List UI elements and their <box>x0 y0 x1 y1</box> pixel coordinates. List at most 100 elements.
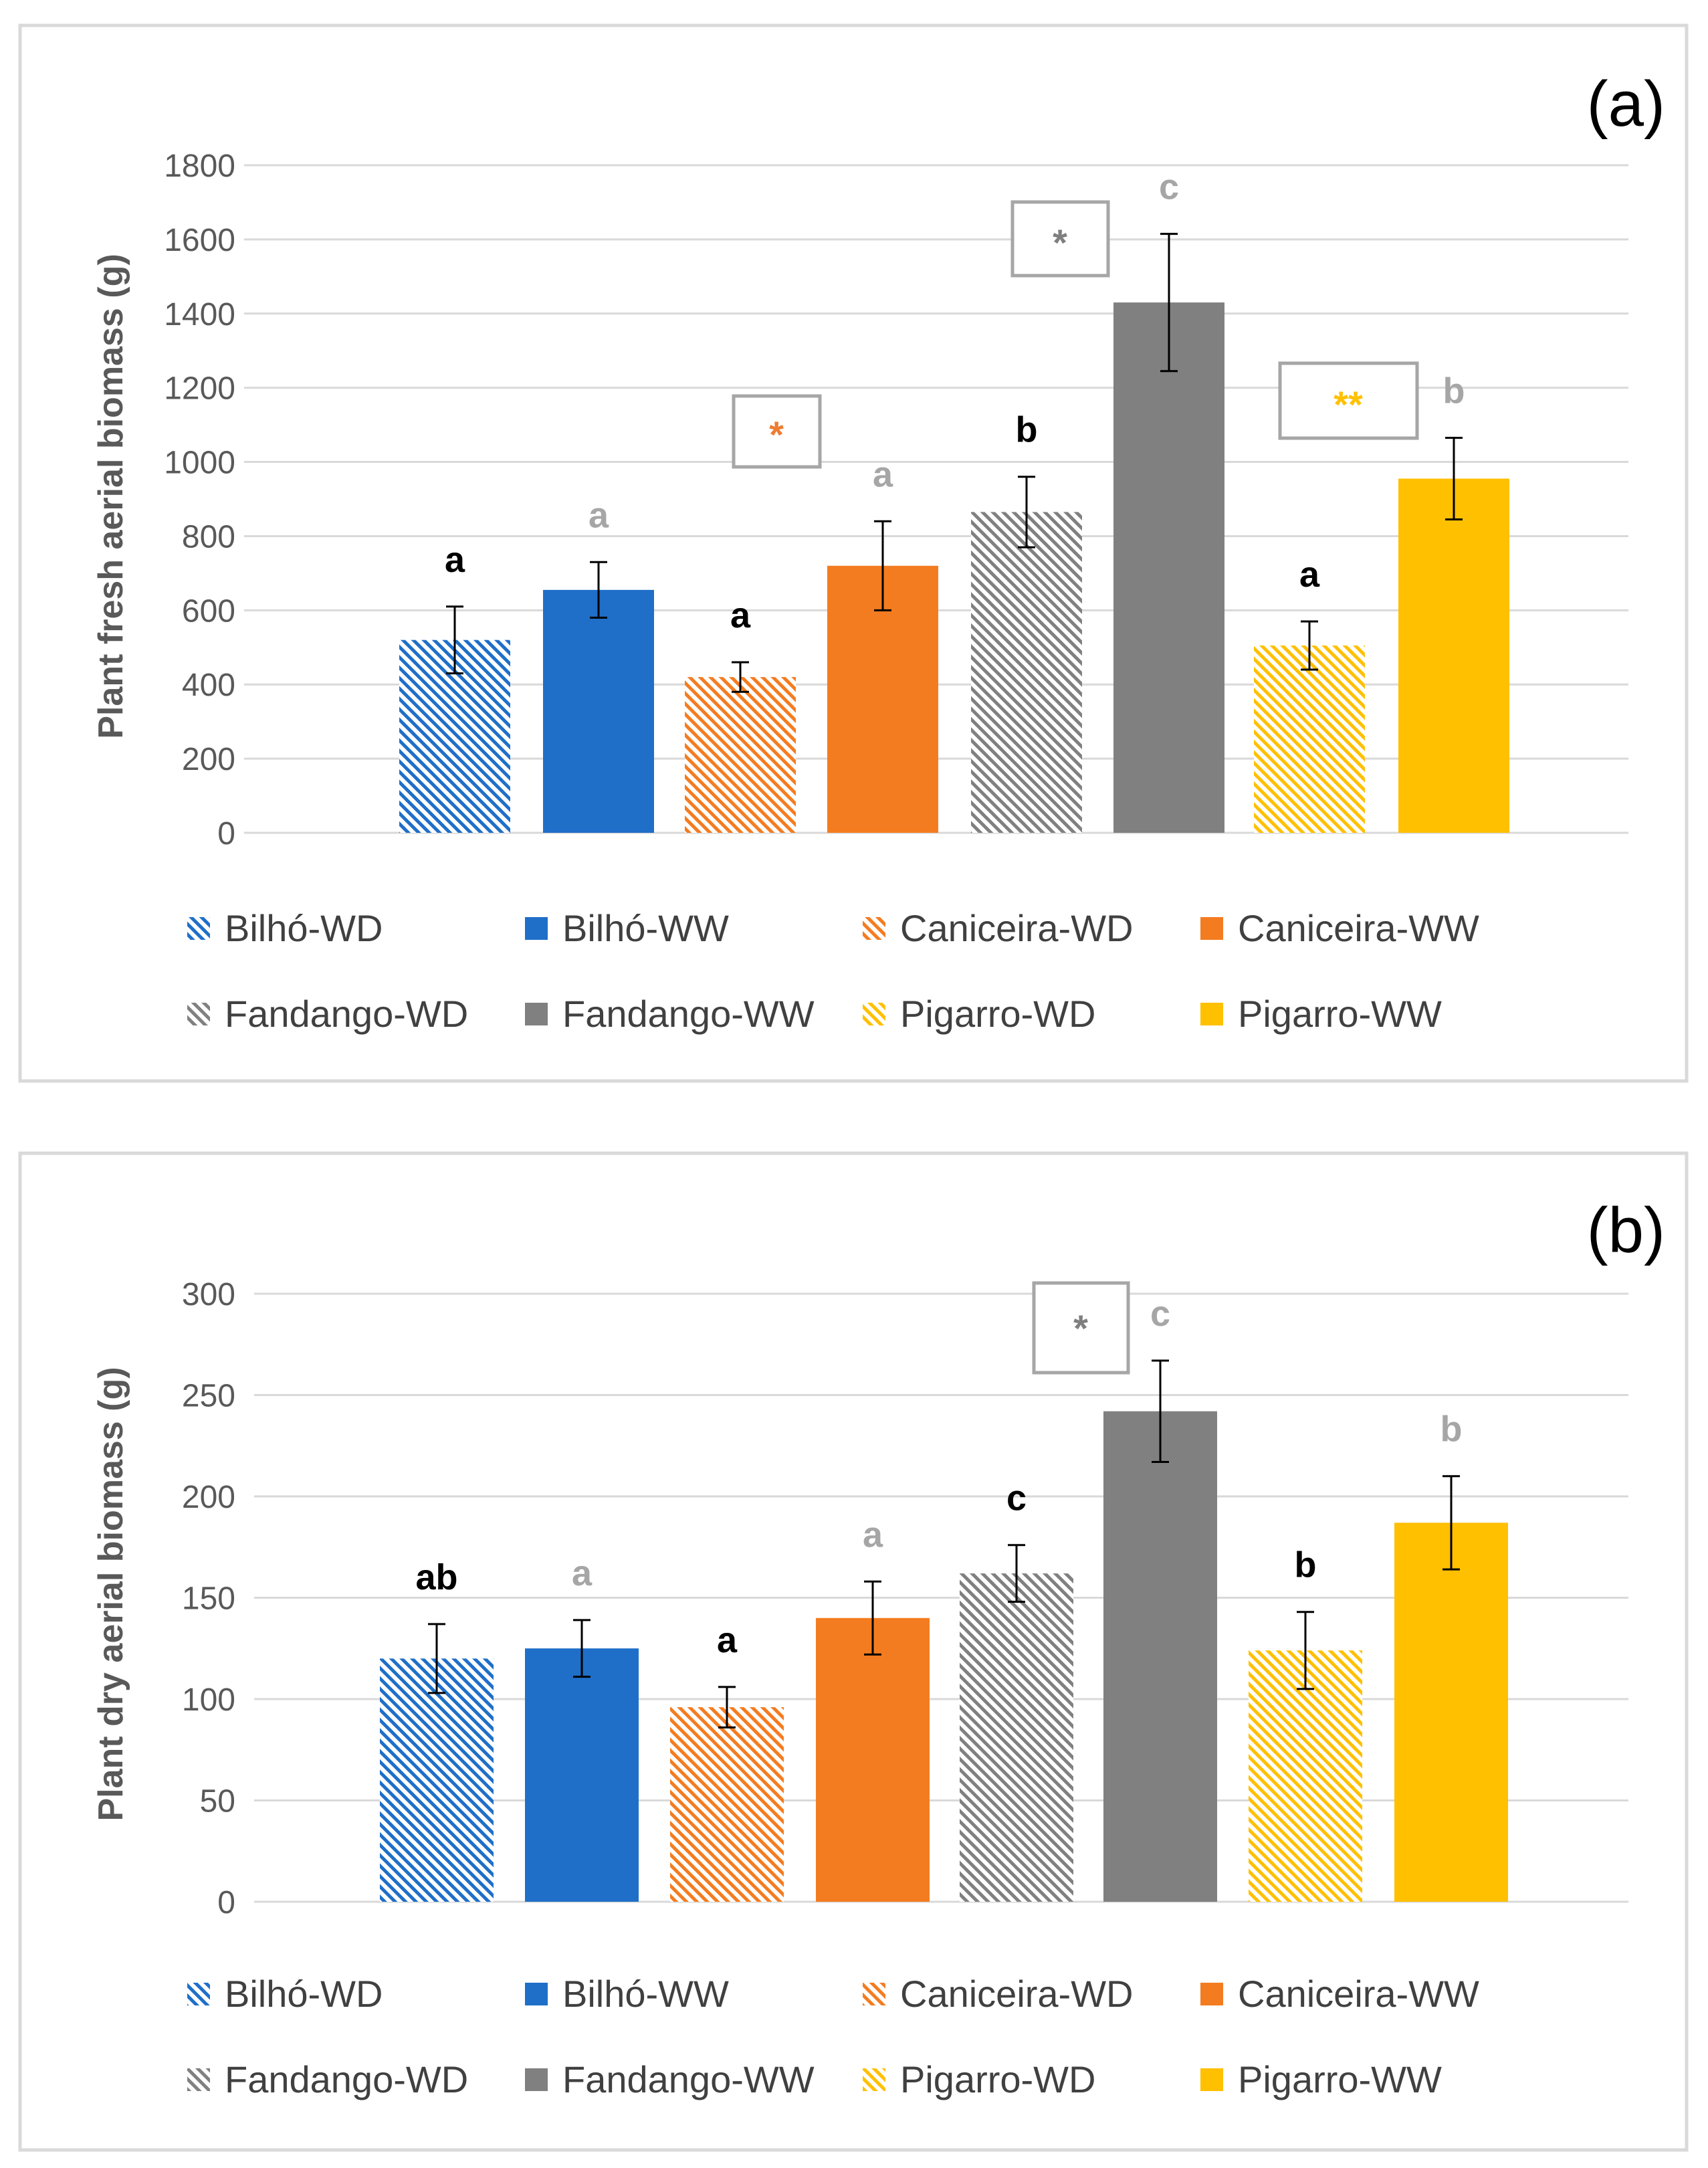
sig-star: * <box>1073 1307 1088 1349</box>
bar-caniceira-ww <box>816 1617 930 1902</box>
legend-swatch <box>187 1003 210 1025</box>
legend-label: Caniceira-WW <box>1238 907 1479 949</box>
sig-star: ** <box>1333 383 1363 425</box>
legend-swatch <box>863 1983 885 2005</box>
bar-bilho-wd <box>380 1658 494 1902</box>
group-letter-fandango-ww: c <box>1150 1294 1170 1334</box>
y-tick-label: 150 <box>182 1581 235 1617</box>
group-letter-pigarro-ww: b <box>1440 1409 1463 1450</box>
panel-a-error-bars <box>446 233 1463 693</box>
legend-swatch <box>187 2068 210 2091</box>
group-letter-caniceira-wd: a <box>717 1620 738 1660</box>
bar-fandango-wd <box>971 512 1082 833</box>
y-tick-label: 0 <box>217 1885 235 1920</box>
legend-item-caniceira-wd: Caniceira-WD <box>863 1973 1134 2015</box>
legend-item-pigarro-wd: Pigarro-WD <box>863 2058 1095 2100</box>
legend-swatch <box>1200 1003 1223 1025</box>
group-letter-pigarro-ww: b <box>1443 371 1465 411</box>
error-bar-bilho-wd <box>428 1623 445 1694</box>
panel-b-sig-fandango: * <box>1032 1281 1130 1375</box>
panel-b-legend: Bilhó-WD Bilhó-WW Caniceira-WD Caniceira-WW… <box>187 1973 1479 2100</box>
y-tick-label: 300 <box>182 1277 235 1312</box>
legend-item-pigarro-wd: Pigarro-WD <box>863 993 1095 1035</box>
legend-item-fandango-ww: Fandango-WW <box>525 2058 815 2100</box>
legend-swatch <box>1200 917 1223 940</box>
legend-label: Bilhó-WW <box>562 907 729 949</box>
y-tick-label: 50 <box>200 1784 235 1819</box>
error-bar-pigarro-ww <box>1445 437 1463 520</box>
bar-pigarro-ww <box>1398 478 1509 833</box>
legend-label: Bilhó-WD <box>225 1973 383 2015</box>
error-bar-fandango-wd <box>1018 476 1035 549</box>
legend-item-caniceira-ww: Caniceira-WW <box>1200 1973 1479 2015</box>
group-letter-pigarro-wd: a <box>1299 555 1320 595</box>
sig-box <box>1010 200 1110 278</box>
y-tick-label: 1400 <box>164 297 235 332</box>
legend-swatch <box>525 2068 548 2091</box>
legend-swatch <box>187 1983 210 2005</box>
y-tick-label: 1600 <box>164 223 235 258</box>
legend-label: Caniceira-WD <box>900 907 1134 949</box>
panel-a-y-axis-label: Plant fresh aerial biomass (g) <box>92 254 130 738</box>
legend-label: Bilhó-WW <box>562 1973 729 2015</box>
legend-swatch <box>863 2068 885 2091</box>
legend-label: Pigarro-WW <box>1238 2058 1442 2100</box>
legend-item-bilho-wd: Bilhó-WD <box>187 907 383 949</box>
y-tick-label: 1200 <box>164 371 235 407</box>
error-bar-fandango-ww <box>1160 233 1178 373</box>
legend-item-bilho-wd: Bilhó-WD <box>187 1973 383 2015</box>
y-tick-label: 200 <box>182 1480 235 1515</box>
y-tick-label: 800 <box>182 519 235 555</box>
panel-b-group-letters: ab a a a c c b b <box>415 1294 1462 1660</box>
legend-item-bilho-ww: Bilhó-WW <box>525 907 729 949</box>
y-tick-label: 400 <box>182 668 235 703</box>
chart-panel-b: (b) Plant dry aerial biomass (g) 0 50 100 1… <box>18 1151 1689 2152</box>
error-bar-caniceira-ww <box>864 1580 881 1656</box>
group-letter-bilho-wd: a <box>445 540 465 580</box>
error-bar-caniceira-wd <box>718 1686 736 1729</box>
chart-panel-a: (a) Plant fresh aerial biomass (g) 0 200 4… <box>18 23 1689 1083</box>
panel-b-error-bars <box>428 1359 1460 1729</box>
legend-swatch <box>525 1983 548 2005</box>
sig-box <box>732 394 822 469</box>
panel-b-y-ticks: 0 50 100 150 200 250 300 <box>182 1277 235 1920</box>
group-letter-bilho-ww: a <box>589 495 609 535</box>
panel-b-label: (b) <box>1587 1195 1665 1266</box>
sig-star: * <box>769 413 784 456</box>
legend-swatch <box>1200 1983 1223 2005</box>
legend-label: Pigarro-WD <box>900 993 1095 1035</box>
y-tick-label: 600 <box>182 593 235 629</box>
bar-pigarro-ww <box>1394 1522 1508 1902</box>
bar-pigarro-wd <box>1254 646 1365 833</box>
legend-label: Caniceira-WD <box>900 1973 1134 2015</box>
group-letter-caniceira-wd: a <box>730 595 751 635</box>
bar-fandango-ww <box>1113 302 1224 833</box>
bar-bilho-ww <box>525 1648 639 1902</box>
panel-a-label: (a) <box>1587 68 1665 140</box>
error-bar-fandango-wd <box>1008 1544 1025 1603</box>
panel-a-sig-fandango: * <box>1010 200 1110 278</box>
error-bar-bilho-ww <box>590 561 607 619</box>
panel-b-bars <box>380 1411 1508 1902</box>
y-tick-label: 250 <box>182 1379 235 1414</box>
bar-caniceira-wd <box>670 1707 784 1902</box>
legend-item-pigarro-ww: Pigarro-WW <box>1200 2058 1442 2100</box>
panel-b-y-axis-label: Plant dry aerial biomass (g) <box>92 1367 130 1821</box>
legend-item-caniceira-wd: Caniceira-WD <box>863 907 1134 949</box>
error-bar-pigarro-wd <box>1301 620 1318 671</box>
group-letter-bilho-ww: a <box>572 1553 593 1593</box>
legend-label: Fandango-WW <box>562 2058 815 2100</box>
group-letter-fandango-ww: c <box>1159 167 1179 207</box>
bar-bilho-ww <box>543 589 654 833</box>
legend-swatch <box>863 1003 885 1025</box>
y-tick-label: 200 <box>182 742 235 777</box>
y-tick-label: 0 <box>217 816 235 852</box>
sig-box <box>1278 361 1419 440</box>
bar-pigarro-wd <box>1249 1650 1362 1902</box>
bar-caniceira-wd <box>685 677 796 833</box>
legend-item-pigarro-ww: Pigarro-WW <box>1200 993 1442 1035</box>
bar-fandango-wd <box>960 1573 1073 1902</box>
sig-box <box>1032 1281 1130 1375</box>
error-bar-bilho-wd <box>446 605 463 675</box>
